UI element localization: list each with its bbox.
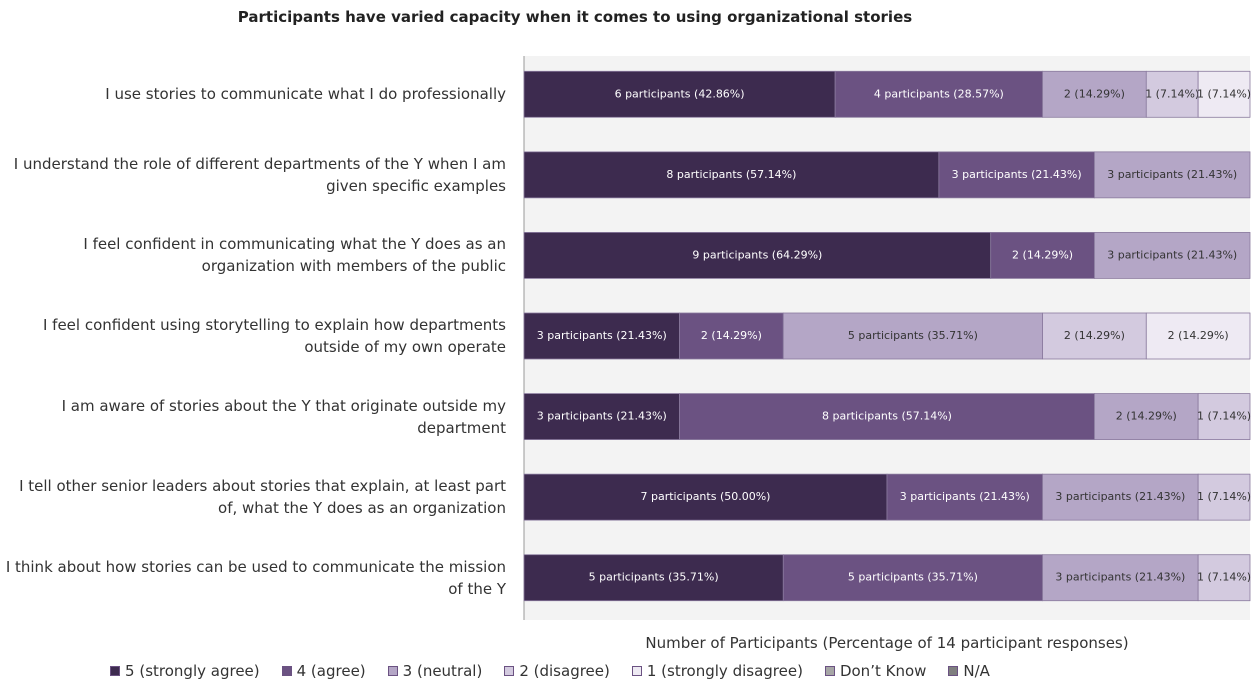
data-label: 3 participants (21.43%) bbox=[1107, 248, 1237, 261]
legend-item: 1 (strongly disagree) bbox=[631, 662, 803, 680]
data-label: 2 (14.29%) bbox=[1064, 87, 1125, 100]
bar-segment bbox=[1145, 70, 1199, 118]
category-label: I understand the role of different depar… bbox=[13, 154, 506, 195]
legend-item: Don’t Know bbox=[824, 662, 927, 680]
data-label: 3 participants (21.43%) bbox=[952, 168, 1082, 181]
chart-title: Participants have varied capacity when i… bbox=[237, 8, 913, 26]
legend-swatch bbox=[281, 666, 292, 676]
legend-item: 4 (agree) bbox=[281, 662, 366, 680]
legend-label: 5 (strongly agree) bbox=[125, 662, 260, 680]
bar-segment bbox=[1145, 312, 1251, 360]
bar-segment bbox=[938, 151, 1095, 199]
legend-label: 3 (neutral) bbox=[402, 662, 483, 680]
bar-segment bbox=[1197, 554, 1251, 602]
legend-label: 1 (strongly disagree) bbox=[646, 662, 803, 680]
category-label: I feel confident using storytelling to e… bbox=[42, 316, 506, 356]
bar-segment bbox=[1094, 151, 1251, 199]
legend-label: Don’t Know bbox=[839, 662, 927, 680]
category-label: I am aware of stories about the Y that o… bbox=[61, 396, 506, 437]
data-label: 2 (14.29%) bbox=[701, 329, 762, 342]
category-label: I feel confident in communicating what t… bbox=[83, 235, 506, 276]
bar-segment bbox=[523, 151, 940, 199]
bar-segment bbox=[523, 312, 680, 360]
data-label: 3 participants (21.43%) bbox=[1055, 571, 1185, 584]
bar-segment bbox=[1042, 312, 1147, 360]
data-label: 1 (7.14%) bbox=[1197, 87, 1251, 100]
data-label: 3 participants (21.43%) bbox=[537, 329, 667, 342]
bar-segment bbox=[782, 312, 1043, 360]
bar-segment bbox=[782, 554, 1043, 602]
data-label: 1 (7.14%) bbox=[1145, 87, 1199, 100]
category-label: I tell other senior leaders about storie… bbox=[19, 477, 506, 518]
bar-segment bbox=[523, 232, 992, 279]
category-label: I think about how stories can be used to… bbox=[5, 557, 506, 598]
category-label: I use stories to communicate what I do p… bbox=[105, 85, 506, 104]
legend-label: 2 (disagree) bbox=[519, 662, 610, 680]
data-label: 1 (7.14%) bbox=[1197, 571, 1251, 584]
bar-segment bbox=[1094, 232, 1251, 279]
data-label: 1 (7.14%) bbox=[1197, 490, 1251, 503]
bar-segment bbox=[523, 473, 888, 521]
x-axis-label: Number of Participants (Percentage of 14… bbox=[645, 634, 1129, 652]
legend-swatch bbox=[631, 666, 642, 676]
bar-segment bbox=[1197, 70, 1251, 118]
data-label: 6 participants (42.86%) bbox=[615, 87, 745, 100]
data-label: 8 participants (57.14%) bbox=[822, 410, 952, 423]
legend-swatch bbox=[387, 666, 398, 676]
bar-segment bbox=[523, 554, 784, 602]
bar-segment bbox=[886, 473, 1043, 521]
bar-segment bbox=[1042, 554, 1199, 602]
legend-item: 2 (disagree) bbox=[504, 662, 610, 680]
bar-segment bbox=[1042, 70, 1147, 118]
data-label: 5 participants (35.71%) bbox=[848, 571, 978, 584]
data-label: 2 (14.29%) bbox=[1064, 329, 1125, 342]
legend-label: 4 (agree) bbox=[296, 662, 366, 680]
bar-segment bbox=[1197, 393, 1251, 440]
legend-item: 5 (strongly agree) bbox=[110, 662, 260, 680]
data-label: 2 (14.29%) bbox=[1012, 248, 1073, 261]
data-label: 5 participants (35.71%) bbox=[848, 329, 978, 342]
data-label: 3 participants (21.43%) bbox=[537, 410, 667, 423]
bar-segment bbox=[523, 70, 836, 118]
bar-segment bbox=[1094, 393, 1199, 440]
data-label: 3 participants (21.43%) bbox=[900, 490, 1030, 503]
legend-swatch bbox=[110, 666, 121, 676]
data-label: 1 (7.14%) bbox=[1197, 410, 1251, 423]
legend-label: N/A bbox=[963, 662, 990, 680]
legend-item: 3 (neutral) bbox=[387, 662, 483, 680]
bar-segment bbox=[523, 393, 680, 440]
legend: 5 (strongly agree) 4 (agree) 3 (neutral) 2 … bbox=[0, 662, 1100, 680]
data-label: 2 (14.29%) bbox=[1168, 329, 1229, 342]
legend-swatch bbox=[948, 666, 959, 676]
data-label: 9 participants (64.29%) bbox=[692, 248, 822, 261]
legend-swatch bbox=[824, 666, 835, 676]
data-label: 3 participants (21.43%) bbox=[1107, 168, 1237, 181]
legend-item: N/A bbox=[948, 662, 990, 680]
data-label: 7 participants (50.00%) bbox=[641, 490, 771, 503]
data-label: 4 participants (28.57%) bbox=[874, 87, 1004, 100]
bar-segment bbox=[679, 312, 784, 360]
bar-segment bbox=[1042, 473, 1199, 521]
data-label: 5 participants (35.71%) bbox=[589, 571, 719, 584]
data-label: 2 (14.29%) bbox=[1116, 410, 1177, 423]
bar-segment bbox=[1197, 473, 1251, 521]
legend-swatch bbox=[504, 666, 515, 676]
data-label: 8 participants (57.14%) bbox=[666, 168, 796, 181]
data-label: 3 participants (21.43%) bbox=[1055, 490, 1185, 503]
bar-segment bbox=[990, 232, 1095, 279]
